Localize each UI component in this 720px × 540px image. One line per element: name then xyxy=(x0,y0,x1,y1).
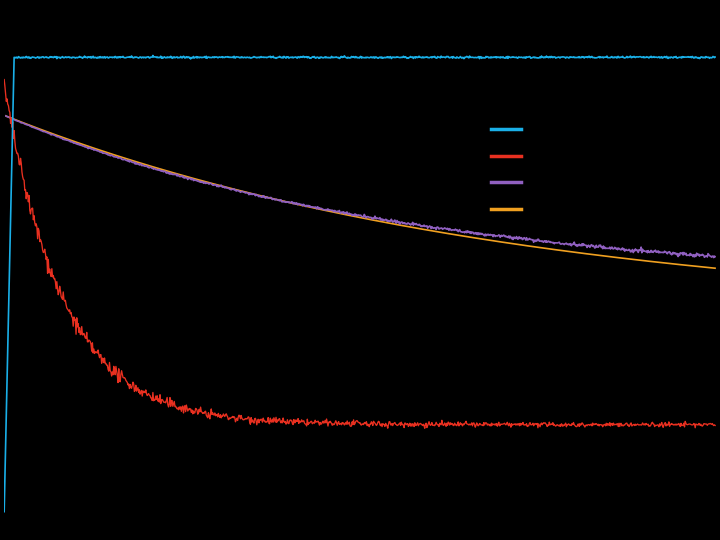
Legend: , , , : , , , xyxy=(485,117,531,222)
